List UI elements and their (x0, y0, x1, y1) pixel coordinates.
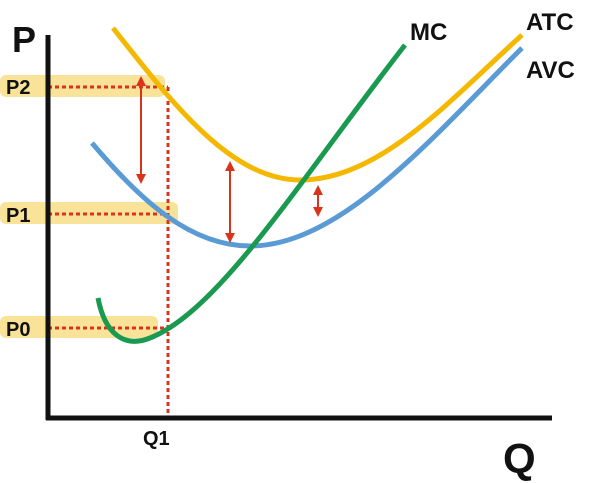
price-highlights (0, 75, 178, 338)
p2-highlight (0, 75, 165, 97)
curve-label: AVC (526, 57, 575, 84)
gap-arrows (136, 76, 323, 243)
price-label: P1 (6, 205, 30, 227)
quantity-label: Q1 (143, 428, 170, 450)
curve-label: MC (410, 19, 447, 46)
guide-lines (48, 85, 170, 418)
avc-curve (90, 46, 524, 249)
p1-highlight (0, 202, 178, 224)
price-label: P0 (6, 319, 30, 341)
curve-label: ATC (526, 9, 574, 36)
price-label: P2 (6, 77, 30, 99)
atc-curve (111, 26, 524, 183)
y-axis-label: P (12, 19, 36, 60)
mc-curve (95, 43, 407, 344)
axes (45, 35, 552, 421)
x-axis-label: Q (503, 435, 536, 482)
